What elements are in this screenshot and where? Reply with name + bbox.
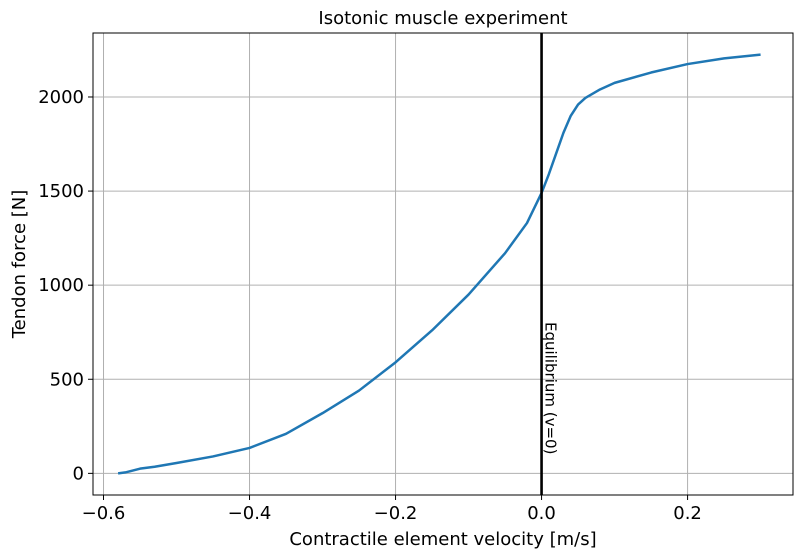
y-tick-label: 1000 xyxy=(38,275,84,296)
equilibrium-label: Equilibrium (v=0) xyxy=(542,322,560,454)
series-line xyxy=(117,53,761,475)
chart-title: Isotonic muscle experiment xyxy=(318,8,567,29)
x-tick-label: 0.2 xyxy=(673,503,702,524)
series-layer xyxy=(117,53,761,475)
x-tick-label: −0.2 xyxy=(374,503,418,524)
y-axis-ticks: 0 500 1000 1500 2000 xyxy=(38,87,93,484)
grid xyxy=(93,33,793,495)
plot-frame xyxy=(92,32,794,496)
x-tick-label: −0.4 xyxy=(228,503,272,524)
y-tick-label: 0 xyxy=(73,463,84,484)
annotation-layer: Equilibrium (v=0) xyxy=(540,33,560,495)
x-axis-ticks: −0.6 −0.4 −0.2 0.0 0.2 xyxy=(82,495,702,524)
x-tick-label: −0.6 xyxy=(82,503,126,524)
x-axis-label: Contractile element velocity [m/s] xyxy=(289,529,596,550)
x-tick-label: 0.0 xyxy=(527,503,556,524)
y-tick-label: 1500 xyxy=(38,181,84,202)
y-axis-label: Tendon force [N] xyxy=(9,190,30,340)
plot-background xyxy=(93,33,793,495)
y-tick-label: 500 xyxy=(50,369,84,390)
y-tick-label: 2000 xyxy=(38,87,84,108)
